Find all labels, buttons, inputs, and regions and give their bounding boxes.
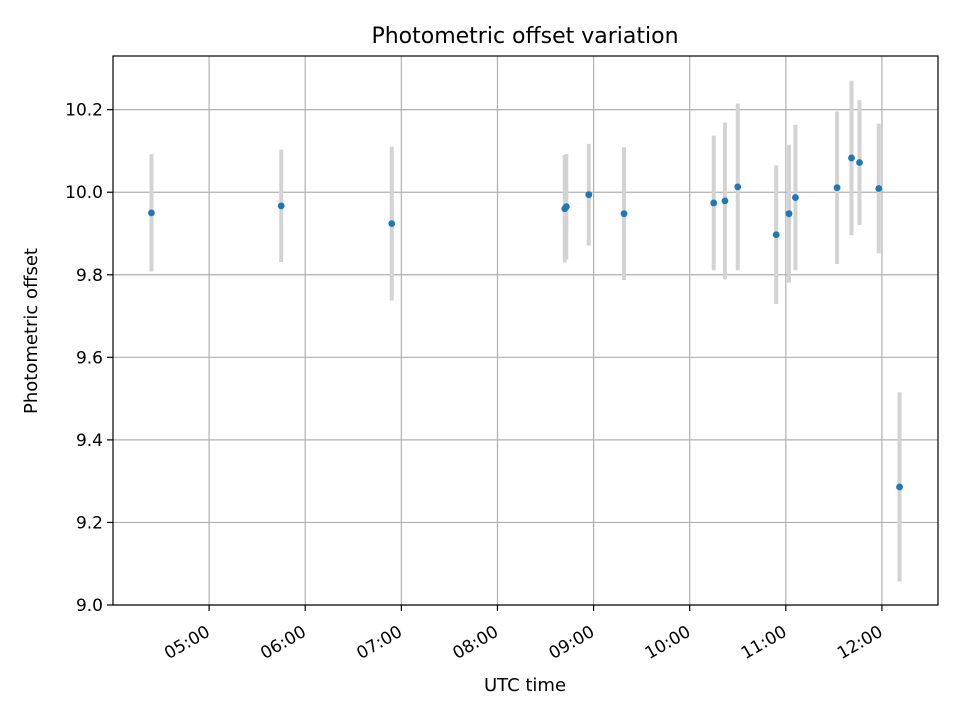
data-point bbox=[896, 483, 903, 491]
data-point bbox=[710, 199, 718, 207]
data-point bbox=[785, 210, 793, 218]
data-points bbox=[148, 154, 903, 491]
y-tick-label: 10.2 bbox=[65, 101, 103, 121]
chart-title: Photometric offset variation bbox=[371, 24, 678, 49]
y-tick-label: 9.2 bbox=[76, 513, 103, 533]
data-point bbox=[792, 194, 799, 201]
data-point bbox=[620, 210, 628, 218]
data-point bbox=[833, 184, 841, 192]
data-point bbox=[721, 197, 729, 205]
y-tick-label: 10.0 bbox=[65, 183, 103, 203]
y-axis-ticks: 9.0 9.2 9.4 9.6 9.8 10.0 10.2 bbox=[65, 101, 113, 616]
plot-frame bbox=[112, 55, 939, 606]
y-tick-label: 9.0 bbox=[76, 596, 103, 616]
data-point bbox=[875, 185, 883, 192]
y-axis-label: Photometric offset bbox=[21, 248, 42, 414]
y-tick-label: 9.8 bbox=[76, 266, 103, 286]
data-point bbox=[388, 220, 396, 227]
data-point bbox=[585, 191, 593, 199]
data-point bbox=[734, 183, 742, 191]
data-point bbox=[148, 209, 155, 217]
data-point bbox=[562, 203, 570, 211]
data-point bbox=[772, 231, 780, 239]
data-point bbox=[856, 159, 863, 166]
x-axis-label: UTC time bbox=[484, 675, 566, 696]
y-tick-label: 9.4 bbox=[76, 431, 103, 451]
data-point bbox=[848, 154, 855, 162]
y-tick-label: 9.6 bbox=[76, 348, 103, 368]
grid bbox=[113, 56, 938, 606]
data-point bbox=[277, 202, 285, 210]
